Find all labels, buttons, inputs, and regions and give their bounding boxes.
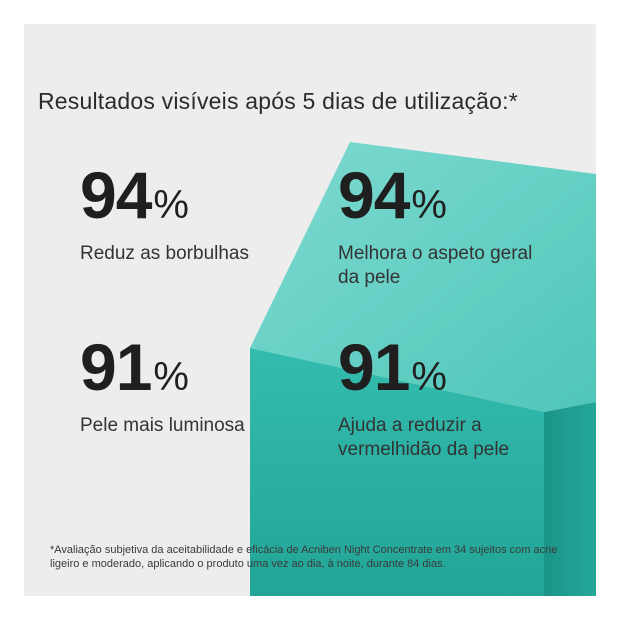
stat-value: 91: [338, 330, 410, 404]
stat-luminosity: 91% Pele mais luminosa: [80, 334, 300, 438]
headline: Resultados visíveis após 5 dias de utili…: [38, 88, 518, 114]
stat-pimples: 94% Reduz as borbulhas: [80, 162, 300, 266]
stat-label: Reduz as borbulhas: [80, 243, 249, 264]
stat-label: Pele mais luminosa: [80, 415, 245, 436]
stat-redness: 91% Ajuda a reduzir a vermelhidão da pel…: [338, 334, 538, 462]
stat-skin-appearance: 94% Melhora o aspeto geral da pele: [338, 162, 538, 290]
stat-label: Melhora o aspeto geral da pele: [338, 243, 533, 288]
cube-side-face: [544, 402, 596, 596]
cube-top-face: [250, 142, 596, 412]
percent-sign: %: [153, 355, 189, 399]
promo-card: Resultados visíveis após 5 dias de utili…: [24, 24, 596, 596]
percent-sign: %: [153, 183, 189, 227]
turquoise-cube-graphic: [250, 142, 596, 596]
stat-value: 94: [80, 158, 152, 232]
percent-sign: %: [411, 355, 447, 399]
stat-label: Ajuda a reduzir a vermelhidão da pele: [338, 415, 510, 460]
cube-front-face: [250, 348, 544, 596]
stat-value: 94: [338, 158, 410, 232]
footnote: *Avaliação subjetiva da aceitabilidade e…: [50, 544, 558, 570]
stat-value: 91: [80, 330, 152, 404]
percent-sign: %: [411, 183, 447, 227]
